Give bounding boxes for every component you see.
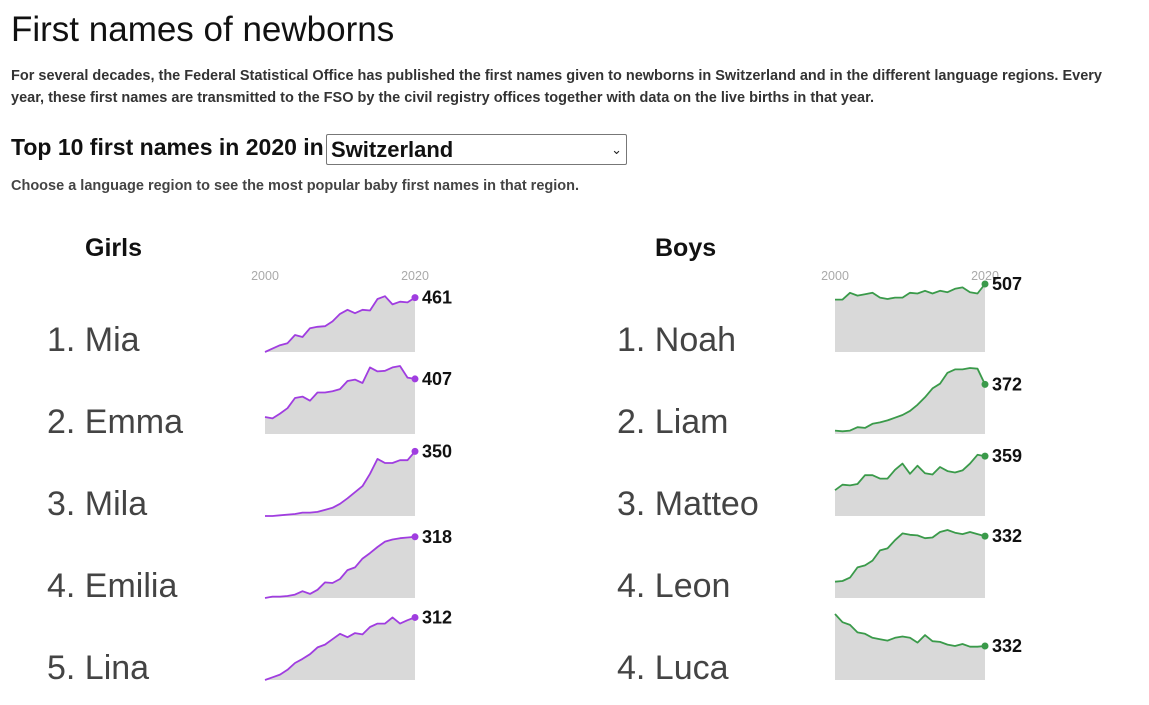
girl-line [264,535,416,599]
girl-end-point [411,294,419,302]
boys-heading: Boys [655,234,717,262]
girl-value-label: 461 [422,288,452,308]
boy-value-label: 372 [992,374,1022,394]
girl-name-label: 1. Mia [47,321,140,359]
boy-name-label: 4. Luca [617,649,729,687]
boy-name-label: 4. Leon [617,567,730,605]
boy-line [834,529,986,583]
girl-name-label: 4. Emilia [47,567,177,605]
boy-xtick-start: 2000 [821,269,849,283]
boy-end-point [981,642,989,650]
boy-xtick-end: 2020 [971,269,999,283]
region-hint: Choose a language region to see the most… [11,178,580,194]
girl-name-label: 3. Mila [47,485,147,523]
boy-line [834,367,986,433]
top10-heading: Top 10 first names in 2020 in [11,134,324,160]
page-title: First names of newborns [11,10,395,49]
girl-end-point [411,533,419,541]
region-select[interactable]: Switzerland ⌄ [326,134,627,165]
boy-line [834,453,986,491]
boy-area [835,614,985,680]
intro-paragraph: For several decades, the Federal Statist… [11,68,1102,106]
boy-end-point [981,532,989,540]
girl-area [265,536,415,598]
girl-area [265,617,415,680]
girl-value-label: 407 [422,369,452,389]
boy-end-point [981,380,989,388]
boy-line [835,283,986,301]
girl-name-label: 5. Lina [47,649,149,687]
girl-end-point [411,613,419,621]
boy-value-label: 332 [992,526,1022,546]
girl-xtick-start: 2000 [251,269,279,283]
girl-end-point [411,375,419,383]
boy-value-label: 507 [992,274,1022,294]
boy-line [834,613,986,648]
boy-area [835,368,985,434]
girl-line [264,365,416,420]
boy-end-point [981,280,989,288]
boy-value-label: 359 [992,446,1022,466]
girl-end-point [411,447,419,455]
girl-value-label: 312 [422,607,452,627]
girl-area [265,451,415,516]
girl-xtick-end: 2020 [401,269,429,283]
girl-line [265,450,416,517]
girl-area [265,366,415,434]
boy-area [835,454,985,516]
girl-area [265,296,415,352]
boy-value-label: 332 [992,636,1022,656]
boy-name-label: 3. Matteo [617,485,759,523]
girl-line [264,616,416,681]
chevron-down-icon: ⌄ [611,141,622,157]
girls-heading: Girls [85,234,142,262]
girl-value-label: 350 [422,441,452,461]
region-select-value: Switzerland [331,136,454,162]
boy-area [835,530,985,598]
boy-name-label: 2. Liam [617,403,729,441]
boy-end-point [981,452,989,460]
boy-area [835,284,985,352]
girl-name-label: 2. Emma [47,403,183,441]
girl-line [264,295,416,353]
boy-name-label: 1. Noah [617,321,736,359]
girl-value-label: 318 [422,527,452,547]
